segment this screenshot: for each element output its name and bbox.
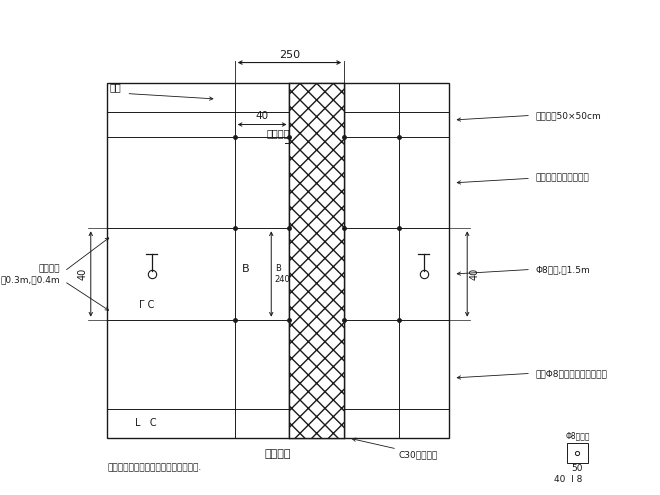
Text: 拉铁丝网及三维网植草: 拉铁丝网及三维网植草 <box>535 174 589 183</box>
Text: 50: 50 <box>572 464 583 474</box>
Text: C30砼支撑管: C30砼支撑管 <box>399 451 438 460</box>
Text: 40: 40 <box>255 111 269 121</box>
Text: 种植置木50×50cm: 种植置木50×50cm <box>535 111 601 120</box>
Text: 40  I 8: 40 I 8 <box>554 475 582 485</box>
Text: Φ8预应筋: Φ8预应筋 <box>565 431 590 440</box>
Text: Γ C: Γ C <box>139 300 154 310</box>
Text: 40: 40 <box>470 268 480 280</box>
Text: 欄杆: 欄杆 <box>110 83 121 93</box>
Bar <box>107 83 449 438</box>
Text: B: B <box>242 264 249 274</box>
Text: 边坡平台: 边坡平台 <box>265 449 291 459</box>
Text: L   C: L C <box>135 418 156 429</box>
Text: 小注：图中空白处为拉铁丝网覆盖植草.: 小注：图中空白处为拉铁丝网覆盖植草. <box>107 464 201 473</box>
Text: 40: 40 <box>78 268 88 280</box>
Bar <box>290 83 344 438</box>
Bar <box>568 443 587 463</box>
Text: 预制Φ8带钩钢筋（挂网用）: 预制Φ8带钩钢筋（挂网用） <box>535 369 607 378</box>
Text: B
240~273: B 240~273 <box>275 264 313 284</box>
Text: 250: 250 <box>279 50 300 60</box>
Text: 一个单元格: 一个单元格 <box>267 129 296 139</box>
Text: 框架梁架
厚0.3m,宽0.4m: 框架梁架 厚0.3m,宽0.4m <box>0 264 60 284</box>
Text: Φ8锚筋,长1.5m: Φ8锚筋,长1.5m <box>535 265 590 274</box>
